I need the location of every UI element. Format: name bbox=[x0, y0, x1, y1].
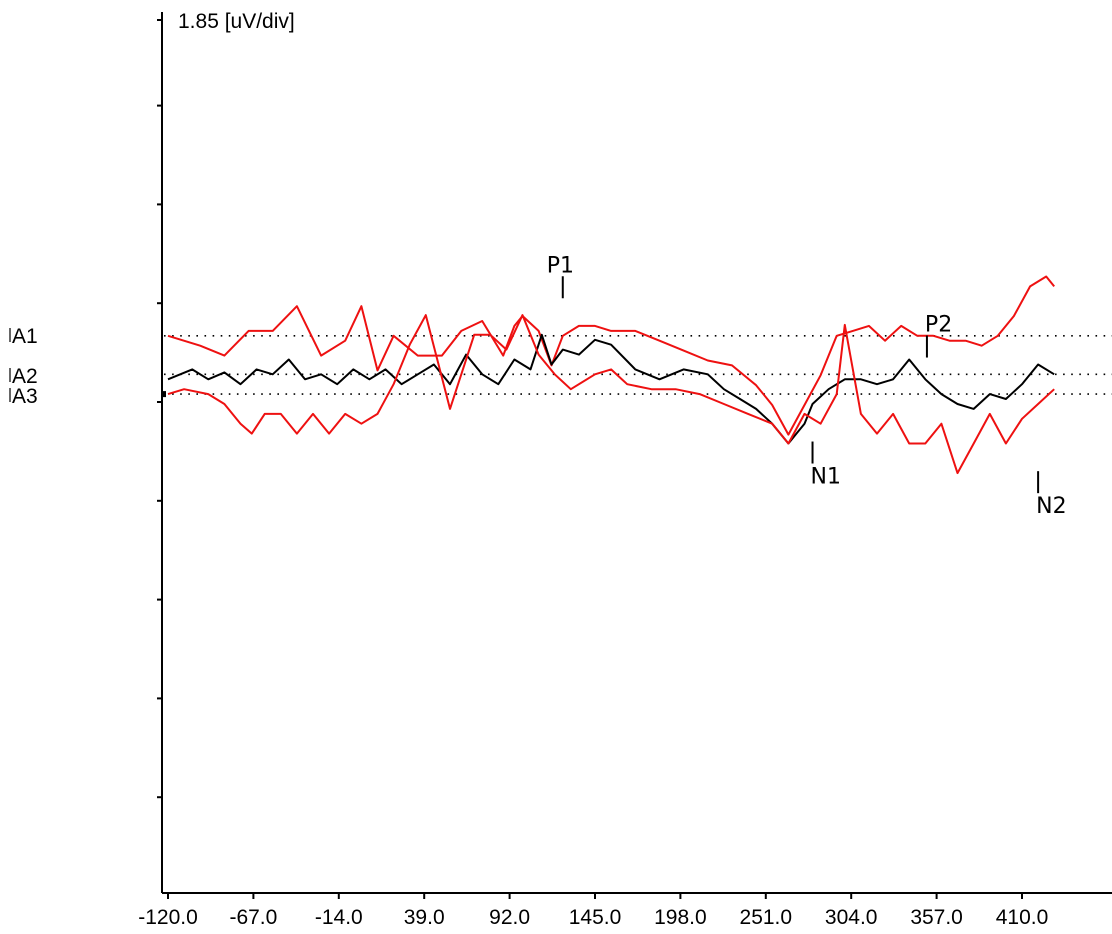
x-tick-label: 357.0 bbox=[910, 906, 963, 929]
peak-label-n1: N1 bbox=[811, 465, 841, 490]
peak-label-p2: P2 bbox=[925, 313, 952, 338]
x-tick-label: 145.0 bbox=[569, 906, 622, 929]
peak-label-n2: N2 bbox=[1036, 494, 1066, 519]
x-tick-label: 198.0 bbox=[654, 906, 707, 929]
x-tick-label: 39.0 bbox=[404, 906, 445, 929]
trace-label-a3: A3 bbox=[12, 385, 38, 408]
x-tick-label: -120.0 bbox=[138, 906, 198, 929]
waveform-3 bbox=[167, 314, 1055, 475]
trace-label-a1: A1 bbox=[12, 325, 38, 348]
series bbox=[162, 275, 1055, 475]
y-ticks bbox=[157, 19, 162, 799]
x-tick-label: -14.0 bbox=[315, 906, 363, 929]
x-tick-label: 304.0 bbox=[825, 906, 878, 929]
scale-label: 1.85 [uV/div] bbox=[178, 10, 295, 33]
waveform-1 bbox=[167, 275, 1055, 436]
start-marker bbox=[162, 391, 166, 398]
x-tick-label: 92.0 bbox=[489, 906, 530, 929]
peak-label-p1: P1 bbox=[547, 253, 574, 278]
peak-markers: P1 N1 P2 N2 bbox=[547, 253, 1067, 519]
trace-label-a2: A2 bbox=[12, 365, 38, 388]
x-tick-label: 251.0 bbox=[740, 906, 793, 929]
x-tick-label: 410.0 bbox=[996, 906, 1049, 929]
waveform-2 bbox=[167, 333, 1055, 445]
baselines bbox=[164, 335, 1112, 395]
x-ticks: -120.0 -67.0 -14.0 39.0 92.0 145.0 198.0 251.0 3… bbox=[138, 893, 1048, 929]
x-tick-label: -67.0 bbox=[229, 906, 277, 929]
